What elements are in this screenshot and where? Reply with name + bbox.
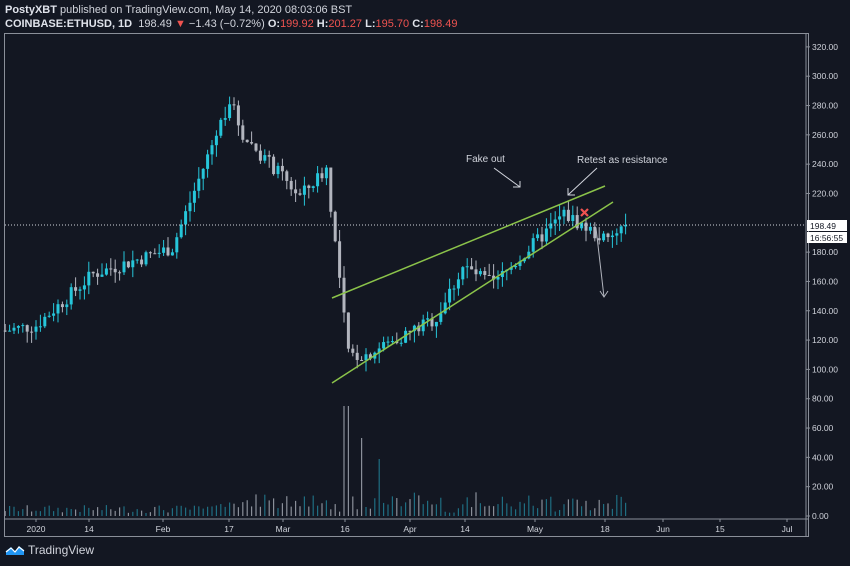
brand-label: TradingView <box>28 543 95 557</box>
price-tick-label: 0.00 <box>812 511 829 521</box>
high-value: 201.27 <box>328 18 363 30</box>
wedge-upper-line[interactable] <box>331 185 606 299</box>
last-price: 198.49 <box>138 18 172 30</box>
time-axis[interactable]: 2020 14 Feb 17 Mar 16 Apr 14 May 18 Jun 15 Jul <box>27 519 793 534</box>
high-label: H: <box>316 18 329 30</box>
price-tick-label: 100.00 <box>812 364 838 374</box>
time-tick-label: Feb <box>156 524 171 534</box>
countdown-box <box>807 232 847 243</box>
time-tick-label: 14 <box>84 524 94 534</box>
retest-arrowhead-icon <box>567 188 575 196</box>
price-tick-label: 180.00 <box>812 247 838 257</box>
price-tick-label: 140.00 <box>812 306 838 316</box>
last-price-tag: 198.49 <box>810 221 836 231</box>
price-tick-label: 220.00 <box>812 188 838 198</box>
tradingview-logo-icon <box>5 546 25 555</box>
wedge-lower-line[interactable] <box>331 201 614 384</box>
price-axis[interactable]: 320.00 300.00 280.00 260.00 240.00 220.00 180.… <box>806 42 838 521</box>
price-tick-label: 260.00 <box>812 130 838 140</box>
volume-histogram <box>4 406 627 516</box>
down-arrow-icon: ▼ <box>174 18 186 30</box>
projection-arrowhead-icon <box>599 290 609 298</box>
countdown-tag: 16:56:55 <box>810 233 843 243</box>
price-tick-label: 60.00 <box>812 423 834 433</box>
time-tick-label: Mar <box>276 524 291 534</box>
price-tick-label: 40.00 <box>812 452 834 462</box>
time-tick-label: Jun <box>656 524 670 534</box>
price-tick-label: 20.00 <box>812 482 834 492</box>
publish-line: PostyXBT published on TradingView.com, M… <box>5 3 457 17</box>
price-tick-label: 240.00 <box>812 159 838 169</box>
author-name[interactable]: PostyXBT <box>5 4 57 16</box>
time-tick-label: 16 <box>340 524 350 534</box>
projection-arrow[interactable] <box>595 227 605 298</box>
fake-out-arrowhead-icon <box>513 181 521 188</box>
time-tick-label: 17 <box>224 524 234 534</box>
time-tick-label: 2020 <box>27 524 46 534</box>
price-tick-label: 80.00 <box>812 394 834 404</box>
time-tick-label: May <box>527 524 544 534</box>
low-label: L: <box>365 18 376 30</box>
price-tick-label: 120.00 <box>812 335 838 345</box>
tradingview-brand[interactable]: TradingView <box>5 543 94 557</box>
ohlc-line: COINBASE:ETHUSD, 1D 198.49 ▼ −1.43 (−0.7… <box>5 17 457 31</box>
time-tick-label: 18 <box>600 524 610 534</box>
open-label: O: <box>267 18 281 30</box>
fake-out-arrow[interactable] <box>493 167 521 188</box>
time-tick-label: 15 <box>715 524 725 534</box>
time-tick-label: 14 <box>460 524 470 534</box>
price-tick-label: 280.00 <box>812 101 838 111</box>
candlestick-series <box>3 96 628 372</box>
close-value: 198.49 <box>423 18 458 30</box>
chart-header: PostyXBT published on TradingView.com, M… <box>5 3 457 31</box>
price-tick-label: 300.00 <box>812 71 838 81</box>
price-tick-label: 160.00 <box>812 276 838 286</box>
publish-info: published on TradingView.com, May 14, 20… <box>60 4 353 16</box>
last-price-box <box>807 220 847 231</box>
price-tick-label: 320.00 <box>812 42 838 52</box>
open-value: 199.92 <box>280 18 314 30</box>
fake-out-label[interactable]: Fake out <box>466 154 505 165</box>
close-label: C: <box>412 18 424 30</box>
retest-arrow[interactable] <box>567 167 598 196</box>
low-value: 195.70 <box>375 18 410 30</box>
symbol-label[interactable]: COINBASE:ETHUSD, 1D <box>5 18 133 30</box>
breakdown-x-icon[interactable] <box>580 208 589 217</box>
time-tick-label: Apr <box>403 524 416 534</box>
time-tick-label: Jul <box>782 524 793 534</box>
price-change: −1.43 (−0.72%) <box>188 18 265 30</box>
retest-label[interactable]: Retest as resistance <box>577 155 668 166</box>
chart-frame[interactable] <box>4 33 809 537</box>
